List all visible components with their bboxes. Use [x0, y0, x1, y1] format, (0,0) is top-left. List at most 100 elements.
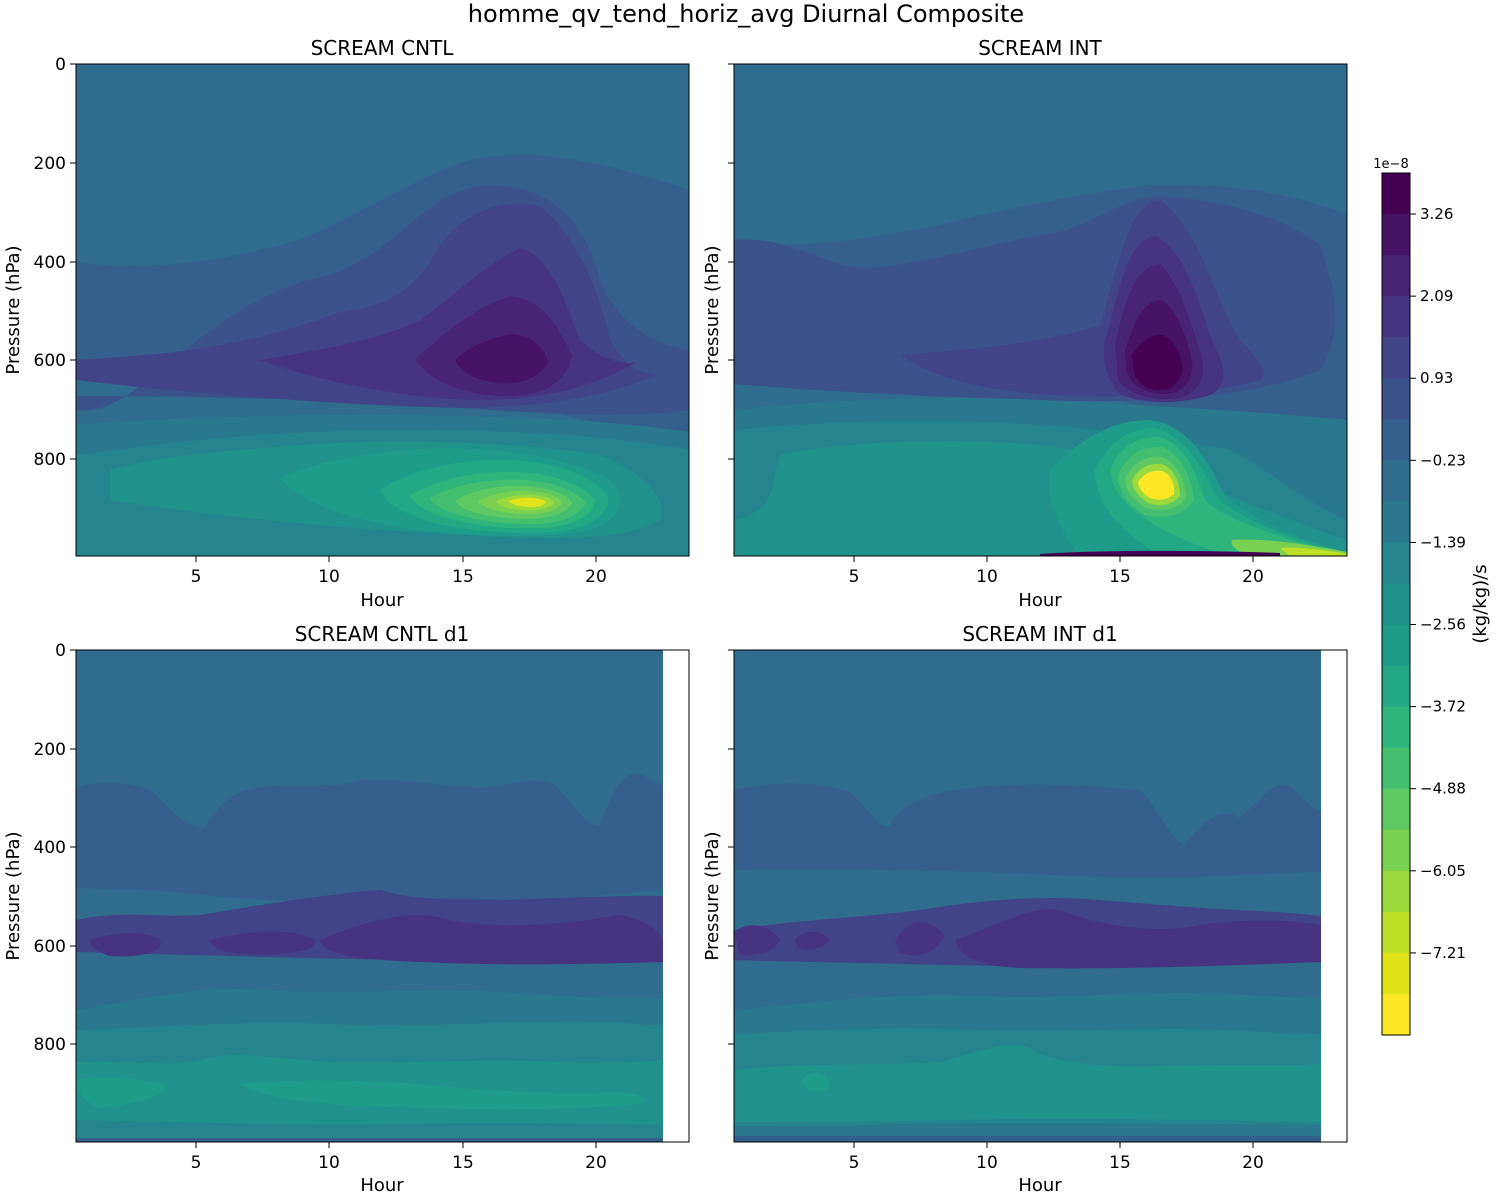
x-tick-label: 20	[1242, 567, 1264, 587]
colorbar-tick-label: −7.21	[1420, 944, 1466, 962]
x-axis-label: Hour	[1018, 590, 1062, 611]
colorbar-label: (kg/kg)/s	[1470, 564, 1491, 643]
colorbar-tick-label: −3.72	[1420, 698, 1466, 716]
y-tick-label: 200	[34, 154, 66, 174]
colorbar-band	[1382, 501, 1410, 544]
x-tick-label: 20	[585, 1153, 607, 1173]
colorbar-band	[1382, 911, 1410, 954]
colorbar-tick-label: −4.88	[1420, 780, 1466, 798]
contour-band	[734, 925, 780, 956]
plot-frame	[75, 63, 690, 557]
x-tick-label: 20	[585, 567, 607, 587]
x-tick-label: 10	[976, 567, 998, 587]
colorbar-band	[1382, 542, 1410, 585]
y-tick-label: 800	[34, 1035, 66, 1055]
colorbar-band	[1382, 296, 1410, 338]
colorbar-tick-label: 0.93	[1420, 369, 1453, 387]
figure-title: homme_qv_tend_horiz_avg Diurnal Composit…	[468, 0, 1024, 28]
y-tick-label: 400	[34, 838, 66, 858]
x-axis-label: Hour	[1018, 1175, 1062, 1196]
y-axis: Pressure (hPa)	[702, 649, 734, 1045]
colorbar-tick-label: 2.09	[1420, 287, 1453, 305]
y-tick-label: 400	[34, 253, 66, 273]
y-tick-label: 800	[34, 450, 66, 470]
colorbar-band	[1382, 747, 1410, 790]
x-tick-label: 15	[1109, 1153, 1131, 1173]
y-axis-label: Pressure (hPa)	[702, 245, 723, 374]
missing-data-region	[1321, 650, 1347, 1142]
panel-title: SCREAM INT d1	[962, 622, 1117, 646]
x-axis-label: Hour	[360, 590, 404, 611]
colorbar-band	[1382, 214, 1410, 256]
x-tick-label: 10	[318, 567, 340, 587]
x-tick-label: 5	[849, 567, 860, 587]
x-tick-label: 15	[452, 567, 474, 587]
x-tick-label: 10	[976, 1153, 998, 1173]
colorbar-tick-label: 3.26	[1420, 205, 1453, 223]
contour-band	[795, 931, 830, 950]
contour-band	[1138, 470, 1175, 500]
colorbar-band	[1382, 665, 1410, 708]
panel-scream-cntl-d1: SCREAM CNTL d1 5 10 15 20	[3, 622, 690, 1196]
y-tick-label: 200	[34, 740, 66, 760]
x-axis: 5 10 15 20 Hour	[191, 1142, 607, 1196]
colorbar: 1e−8 3.26 2.09 0.93 −0.23 −1.39 −2.56 −3.72 −4.…	[1373, 157, 1491, 1036]
contour-band	[895, 922, 945, 956]
colorbar-band	[1382, 378, 1410, 420]
colorbar-bands	[1382, 173, 1410, 1036]
colorbar-offset-text: 1e−8	[1373, 157, 1408, 172]
contour-band	[734, 1136, 1321, 1142]
x-tick-label: 5	[191, 1153, 202, 1173]
contour-field	[76, 650, 689, 1142]
contour-band	[76, 1077, 166, 1108]
x-tick-label: 15	[452, 1153, 474, 1173]
x-tick-label: 20	[1242, 1153, 1264, 1173]
panel-scream-int: SCREAM INT	[702, 36, 1348, 611]
colorbar-ticks: 3.26 2.09 0.93 −0.23 −1.39 −2.56 −3.72 −4.88 −6.…	[1410, 205, 1466, 962]
x-tick-label: 10	[318, 1153, 340, 1173]
y-axis: 0 200 400 600 800 Pressure (hPa)	[3, 55, 76, 470]
x-tick-label: 5	[849, 1153, 860, 1173]
panel-scream-cntl: SCREAM CNTL 5	[3, 36, 690, 611]
contour-field	[734, 650, 1347, 1142]
colorbar-band	[1382, 419, 1410, 461]
plot-frame	[733, 649, 1348, 1143]
contour-band	[955, 909, 1321, 969]
contour-field	[76, 64, 689, 556]
contour-band	[800, 1072, 830, 1092]
contour-band	[508, 497, 546, 507]
colorbar-band	[1382, 624, 1410, 667]
y-tick-label: 600	[34, 351, 66, 371]
colorbar-band	[1382, 788, 1410, 831]
x-axis: 5 10 15 20 Hour	[191, 556, 607, 611]
panel-title: SCREAM CNTL d1	[295, 622, 470, 646]
colorbar-band	[1382, 952, 1410, 995]
panel-title: SCREAM CNTL	[311, 36, 455, 60]
y-tick-label: 0	[55, 55, 66, 75]
colorbar-band	[1382, 829, 1410, 872]
y-axis-label: Pressure (hPa)	[3, 831, 24, 960]
plot-frame	[75, 649, 690, 1143]
y-tick-label: 600	[34, 937, 66, 957]
y-axis: Pressure (hPa)	[702, 63, 734, 460]
colorbar-band	[1382, 706, 1410, 749]
contour-band	[1280, 547, 1347, 556]
contour-band	[240, 1080, 644, 1110]
colorbar-band	[1382, 993, 1410, 1036]
colorbar-frame	[1381, 172, 1411, 1036]
x-axis-label: Hour	[360, 1175, 404, 1196]
colorbar-band	[1382, 173, 1410, 215]
y-axis-label: Pressure (hPa)	[702, 831, 723, 960]
contour-band	[76, 1138, 663, 1142]
missing-data-region	[663, 650, 689, 1142]
y-tick-label: 0	[55, 641, 66, 661]
x-axis: 5 10 15 20 Hour	[849, 1142, 1264, 1196]
contour-band	[455, 334, 548, 384]
contour-field	[734, 64, 1347, 556]
colorbar-band	[1382, 255, 1410, 297]
contour-band	[90, 933, 161, 957]
x-axis: 5 10 15 20 Hour	[849, 556, 1264, 611]
contour-band	[320, 915, 663, 965]
colorbar-band	[1382, 460, 1410, 502]
